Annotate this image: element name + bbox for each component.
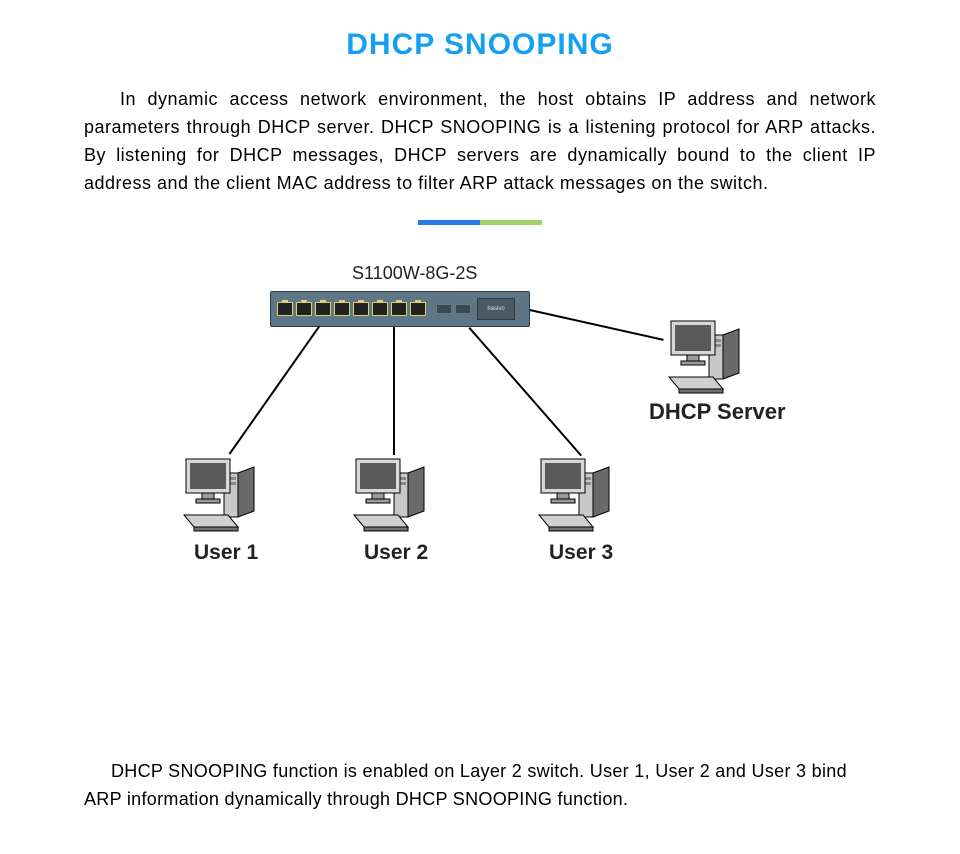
rj45-port [410, 302, 426, 316]
footer-text: DHCP SNOOPING function is enabled on Lay… [84, 761, 847, 809]
footer-paragraph: DHCP SNOOPING function is enabled on Lay… [0, 758, 960, 814]
rj45-port [296, 302, 312, 316]
intro-paragraph: In dynamic access network environment, t… [0, 86, 960, 198]
sfp-port [436, 304, 452, 314]
page-title: DHCP SNOOPING [0, 28, 960, 62]
rj45-port [391, 302, 407, 316]
user-label: User 3 [549, 541, 613, 565]
connection-line [393, 327, 395, 455]
switch-device: hasivo [270, 291, 530, 327]
rj45-port [277, 302, 293, 316]
rj45-port [353, 302, 369, 316]
connection-line [468, 327, 582, 456]
user-pc-icon [535, 453, 625, 535]
divider-seg-2 [480, 220, 542, 225]
rj45-port [315, 302, 331, 316]
user-label: User 2 [364, 541, 428, 565]
switch-model-label: S1100W-8G-2S [352, 263, 477, 284]
dhcp-server-icon [665, 315, 755, 397]
rj45-port [372, 302, 388, 316]
sfp-port [455, 304, 471, 314]
section-divider [0, 220, 960, 225]
connection-line [228, 325, 320, 454]
intro-text: In dynamic access network environment, t… [84, 89, 876, 193]
switch-ports [277, 302, 471, 316]
user-pc-icon [350, 453, 440, 535]
network-diagram: S1100W-8G-2S hasivo D [0, 243, 960, 623]
rj45-port [334, 302, 350, 316]
dhcp-server-label: DHCP Server [649, 399, 786, 425]
user-pc-icon [180, 453, 270, 535]
divider-seg-1 [418, 220, 480, 225]
connection-line [530, 309, 664, 341]
switch-brand-plate: hasivo [477, 298, 515, 320]
user-label: User 1 [194, 541, 258, 565]
